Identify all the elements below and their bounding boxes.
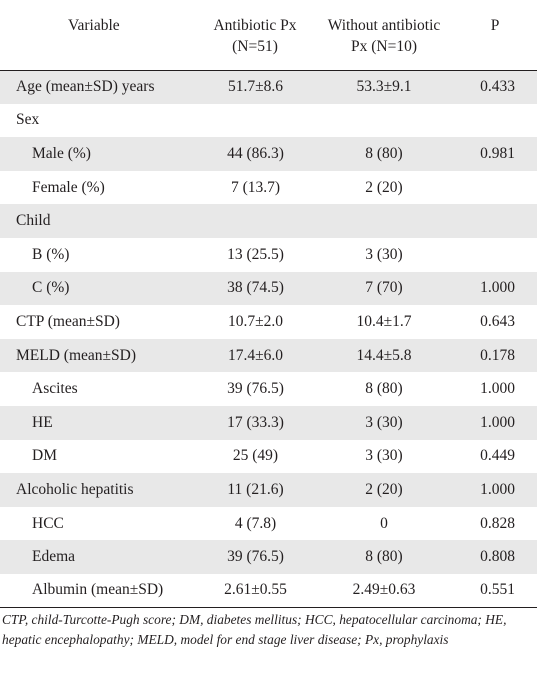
cell-antibiotic: 25 (49) — [232, 447, 279, 465]
cell-p-value — [460, 238, 537, 272]
cell-variable: B (%) — [32, 245, 70, 263]
header-variable: Variable — [0, 0, 203, 71]
data-table-container: Variable Antibiotic Px (N=51) Without an… — [0, 0, 537, 647]
table-row: Child — [0, 204, 537, 238]
cell-variable: DM — [32, 447, 57, 465]
cell-without: 3 (30) — [365, 245, 403, 263]
cell-p-value: 0.551 — [460, 573, 537, 608]
cell-p-value: 0.828 — [480, 514, 515, 532]
cell-variable: HE — [32, 413, 53, 431]
cell-variable: Male (%) — [32, 144, 91, 162]
cell-variable: Albumin (mean±SD) — [0, 573, 203, 608]
cell-antibiotic: 7 (13.7) — [230, 178, 281, 196]
header-antibiotic-line2: (N=51) — [232, 38, 278, 55]
table-row: Age (mean±SD) years 51.7±8.6 53.3±9.1 0.… — [0, 70, 537, 104]
cell-without — [308, 104, 460, 138]
cell-without: 0 — [380, 514, 388, 532]
cell-variable: Ascites — [32, 380, 78, 398]
cell-without: 2 (20) — [365, 480, 403, 498]
cell-variable: Alcoholic hepatitis — [16, 480, 134, 498]
cell-p-value — [460, 171, 537, 205]
cell-antibiotic: 39 (76.5) — [227, 380, 284, 398]
cell-without: 10.4±1.7 — [356, 312, 412, 330]
cell-without: 7 (70) — [365, 279, 403, 297]
cell-without: 8 (80) — [365, 548, 403, 566]
table-footnote: CTP, child-Turcotte-Pugh score; DM, diab… — [2, 612, 507, 647]
cell-variable: MELD (mean±SD) — [16, 346, 136, 364]
table-header: Variable Antibiotic Px (N=51) Without an… — [0, 0, 537, 71]
header-row: Variable Antibiotic Px (N=51) Without an… — [0, 0, 537, 71]
cell-antibiotic: 38 (74.5) — [227, 279, 284, 297]
cell-without: 8 (80) — [365, 380, 403, 398]
table-row: CTP (mean±SD) 10.7±2.0 10.4±1.7 0.643 — [0, 305, 537, 339]
cell-p-value: 1.000 — [480, 380, 515, 398]
table-row: Male (%) 44 (86.3) 8 (80) 0.981 — [0, 137, 537, 171]
cell-variable: HCC — [32, 514, 64, 532]
cell-variable: Child — [16, 212, 51, 230]
header-p-label: P — [490, 17, 500, 34]
cell-p-value — [460, 204, 537, 238]
cell-without — [308, 204, 460, 238]
header-without-line2: Px (N=10) — [350, 38, 417, 55]
cell-variable: Age (mean±SD) years — [16, 78, 155, 96]
header-p-value: P — [460, 0, 537, 71]
cell-antibiotic: 17 (33.3) — [227, 413, 284, 431]
cell-antibiotic — [203, 104, 308, 138]
cell-antibiotic: 11 (21.6) — [227, 480, 284, 498]
table-row: C (%) 38 (74.5) 7 (70) 1.000 — [0, 271, 537, 306]
table-row: DM 25 (49) 3 (30) 0.449 — [0, 440, 537, 474]
cell-p-value: 0.643 — [480, 312, 515, 330]
header-antibiotic-line1: Antibiotic Px — [213, 17, 297, 34]
header-without-line1: Without antibiotic — [327, 17, 441, 34]
cell-p-value: 1.000 — [480, 279, 515, 297]
header-without-antibiotic: Without antibiotic Px (N=10) — [308, 0, 460, 71]
table-row: Albumin (mean±SD) 2.61±0.55 2.49±0.63 0.… — [0, 573, 537, 608]
cell-antibiotic: 44 (86.3) — [227, 144, 284, 162]
cell-antibiotic: 17.4±6.0 — [227, 346, 283, 364]
cell-antibiotic: 13 (25.5) — [227, 245, 284, 263]
cell-p-value: 0.449 — [480, 447, 515, 465]
cell-without: 2.49±0.63 — [308, 573, 460, 608]
table-row: HE 17 (33.3) 3 (30) 1.000 — [0, 405, 537, 440]
table-row: Edema 39 (76.5) 8 (80) 0.808 — [0, 540, 537, 574]
cell-without: 14.4±5.8 — [356, 346, 412, 364]
cell-p-value — [460, 104, 537, 138]
cell-antibiotic — [203, 204, 308, 238]
table-row: Sex — [0, 104, 537, 138]
cell-without: 2 (20) — [365, 178, 403, 196]
cell-p-value: 0.981 — [480, 144, 515, 162]
cell-without: 8 (80) — [365, 144, 403, 162]
cell-without: 3 (30) — [365, 447, 403, 465]
cell-variable: C (%) — [32, 279, 70, 297]
table-row: Alcoholic hepatitis 11 (21.6) 2 (20) 1.0… — [0, 473, 537, 507]
table-row: Female (%) 7 (13.7) 2 (20) — [0, 171, 537, 205]
cell-p-value: 1.000 — [480, 413, 515, 431]
header-antibiotic: Antibiotic Px (N=51) — [203, 0, 308, 71]
table-row: HCC 4 (7.8) 0 0.828 — [0, 507, 537, 541]
table-row: B (%) 13 (25.5) 3 (30) — [0, 238, 537, 272]
patient-characteristics-table: Variable Antibiotic Px (N=51) Without an… — [0, 0, 537, 608]
cell-antibiotic: 10.7±2.0 — [227, 312, 283, 330]
cell-p-value: 0.178 — [480, 346, 515, 364]
cell-antibiotic: 2.61±0.55 — [203, 573, 308, 608]
table-body: Age (mean±SD) years 51.7±8.6 53.3±9.1 0.… — [0, 70, 537, 608]
cell-variable: Edema — [32, 548, 76, 566]
cell-without: 3 (30) — [365, 413, 403, 431]
header-variable-label: Variable — [68, 17, 120, 34]
cell-variable: CTP (mean±SD) — [16, 312, 120, 330]
cell-antibiotic: 51.7±8.6 — [227, 78, 283, 96]
cell-p-value: 1.000 — [480, 480, 515, 498]
table-row: Ascites 39 (76.5) 8 (80) 1.000 — [0, 372, 537, 406]
cell-p-value: 0.808 — [480, 548, 515, 566]
cell-antibiotic: 39 (76.5) — [227, 548, 284, 566]
cell-p-value: 0.433 — [480, 78, 515, 96]
cell-antibiotic: 4 (7.8) — [234, 514, 277, 532]
cell-variable: Female (%) — [32, 178, 105, 196]
table-row: MELD (mean±SD) 17.4±6.0 14.4±5.8 0.178 — [0, 338, 537, 373]
cell-without: 53.3±9.1 — [356, 78, 412, 96]
cell-variable: Sex — [16, 111, 40, 129]
